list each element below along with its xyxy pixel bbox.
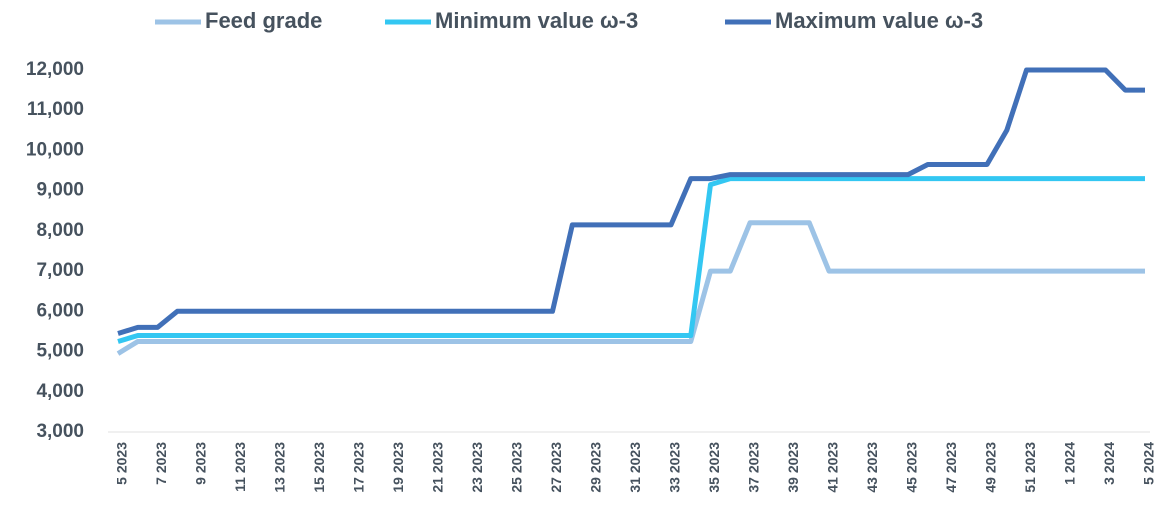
x-tick-label: 49 2023	[983, 442, 999, 493]
x-tick-label: 5 2023	[114, 442, 130, 485]
x-tick-label: 43 2023	[864, 442, 880, 493]
x-tick-label: 35 2023	[706, 442, 722, 493]
x-tick-label: 5 2024	[1141, 442, 1155, 485]
y-tick-label: 6,000	[36, 300, 84, 321]
x-tick-label: 9 2023	[193, 442, 209, 485]
line-series	[117, 67, 1145, 336]
y-tick-label: 4,000	[36, 381, 84, 402]
y-tick-label: 3,000	[36, 421, 84, 442]
x-tick-label: 11 2023	[232, 442, 248, 492]
x-tick-label: 7 2023	[153, 442, 169, 485]
legend-label: Feed grade	[205, 8, 322, 33]
x-tick-label: 13 2023	[272, 442, 288, 493]
x-tick-label: 21 2023	[430, 442, 446, 493]
x-tick-label: 37 2023	[746, 442, 762, 493]
x-tick-label: 39 2023	[785, 442, 801, 493]
x-tick-label: 27 2023	[548, 442, 564, 493]
x-tick-label: 29 2023	[588, 442, 604, 493]
x-tick-label: 31 2023	[627, 442, 643, 493]
x-tick-label: 3 2024	[1101, 442, 1117, 485]
x-tick-label: 15 2023	[311, 442, 327, 493]
y-tick-label: 11,000	[27, 99, 84, 120]
line-series	[117, 176, 1145, 344]
x-tick-label: 19 2023	[390, 442, 406, 493]
x-tick-label: 45 2023	[904, 442, 920, 493]
x-tick-label: 1 2024	[1062, 442, 1078, 485]
x-tick-label: 51 2023	[1022, 442, 1038, 493]
legend-label: Minimum value ω-3	[435, 8, 638, 33]
x-tick-label: 23 2023	[469, 442, 485, 493]
y-tick-label: 12,000	[26, 59, 84, 80]
x-tick-label: 41 2023	[825, 442, 841, 493]
y-tick-label: 10,000	[26, 139, 84, 160]
legend-label: Maximum value ω-3	[775, 8, 983, 33]
y-tick-label: 9,000	[36, 180, 84, 201]
y-tick-label: 5,000	[36, 341, 84, 362]
x-tick-label: 47 2023	[943, 442, 959, 493]
line-series	[116, 220, 1145, 356]
x-tick-label: 17 2023	[351, 442, 367, 493]
y-tick-label: 8,000	[36, 220, 84, 241]
y-tick-label: 7,000	[36, 260, 84, 281]
x-tick-label: 25 2023	[509, 442, 525, 493]
x-tick-label: 33 2023	[667, 442, 683, 493]
